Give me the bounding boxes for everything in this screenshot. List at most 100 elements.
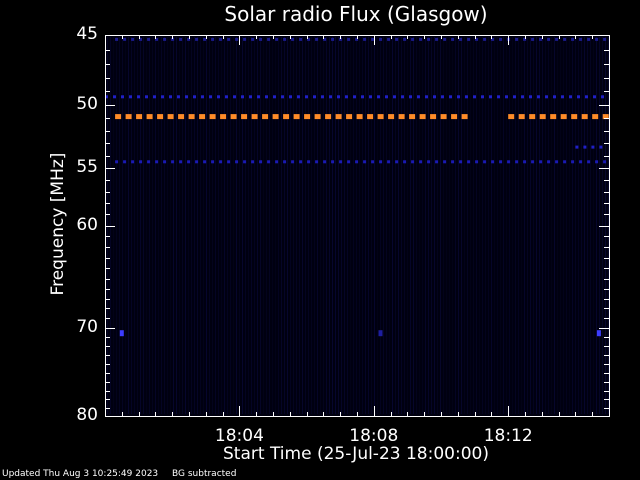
emission-band-segment [347, 37, 351, 41]
emission-band-segment [125, 114, 132, 120]
emission-band-segment [583, 145, 587, 149]
emission-band-segment [529, 95, 532, 99]
emission-band-segment [314, 114, 321, 120]
emission-band-segment [508, 114, 515, 120]
emission-band-segment [591, 145, 595, 149]
emission-band-segment [571, 160, 575, 164]
emission-band-segment [243, 37, 247, 41]
axis-ticks-layer [105, 35, 610, 417]
time-stripe [485, 37, 486, 414]
emission-band-segment [603, 160, 607, 164]
time-stripe [524, 37, 525, 414]
time-stripe [335, 37, 336, 414]
time-stripe [305, 37, 306, 414]
time-stripe [221, 37, 222, 414]
time-stripe [197, 37, 198, 414]
emission-band-segment [523, 160, 527, 164]
time-stripe [605, 37, 606, 414]
emission-band-segment [577, 95, 580, 99]
emission-band-segment [451, 37, 455, 41]
time-stripe [422, 37, 423, 414]
emission-band-segment [121, 95, 124, 99]
emission-band-segment [307, 160, 311, 164]
emission-spot [378, 330, 383, 337]
time-stripe [107, 37, 108, 414]
time-stripe [413, 37, 414, 414]
time-stripe [164, 37, 165, 414]
time-stripe [176, 37, 177, 414]
time-stripe [590, 37, 591, 414]
time-stripe [491, 37, 492, 414]
emission-band-segment [593, 95, 596, 99]
time-stripe [233, 37, 234, 414]
time-stripe [515, 37, 516, 414]
emission-band-segment [393, 95, 396, 99]
emission-band-segment [105, 95, 108, 99]
time-stripe [167, 37, 168, 414]
footer-updated-timestamp: Updated Thu Aug 3 10:25:49 2023 [2, 469, 159, 479]
emission-band-segment [361, 95, 364, 99]
emission-band-segment [547, 160, 551, 164]
time-stripe [116, 37, 117, 414]
emission-spot [119, 330, 124, 337]
emission-band-segment [443, 37, 447, 41]
y-tick-label: 50 [76, 93, 98, 114]
time-stripe [404, 37, 405, 414]
emission-band-segment [601, 95, 604, 99]
emission-band-segment [220, 114, 227, 120]
time-stripe [416, 37, 417, 414]
emission-band-segment [259, 160, 263, 164]
emission-band-segment [251, 160, 255, 164]
emission-band-segment [155, 160, 159, 164]
emission-band-segment [209, 114, 216, 120]
time-stripe [344, 37, 345, 414]
time-stripe [503, 37, 504, 414]
time-stripe [191, 37, 192, 414]
time-stripe [173, 37, 174, 414]
time-stripe [452, 37, 453, 414]
time-stripe [581, 37, 582, 414]
emission-band-segment [550, 114, 557, 120]
time-stripe [260, 37, 261, 414]
time-stripe [479, 37, 480, 414]
time-stripe [110, 37, 111, 414]
time-stripe [392, 37, 393, 414]
emission-band-segment [163, 37, 167, 41]
emission-band-segment [515, 160, 519, 164]
emission-band-segment [291, 160, 295, 164]
emission-band-segment [379, 37, 383, 41]
emission-band-segment [379, 160, 383, 164]
time-stripe [533, 37, 534, 414]
emission-band-segment [355, 37, 359, 41]
emission-band-segment [219, 37, 223, 41]
time-stripe [407, 37, 408, 414]
time-stripe [359, 37, 360, 414]
emission-band-segment [225, 95, 228, 99]
time-stripe [206, 37, 207, 414]
emission-band-segment [145, 95, 148, 99]
emission-band-segment [201, 95, 204, 99]
time-stripe [551, 37, 552, 414]
time-stripe [119, 37, 120, 414]
time-stripe [272, 37, 273, 414]
y-tick-label: 70 [76, 316, 98, 337]
time-stripe [302, 37, 303, 414]
time-stripe [314, 37, 315, 414]
emission-band-segment [435, 160, 439, 164]
emission-band-segment [283, 114, 290, 120]
emission-band-segment [569, 95, 572, 99]
emission-band-segment [363, 37, 367, 41]
emission-band-segment [203, 160, 207, 164]
emission-band-segment [347, 160, 351, 164]
emission-band-segment [385, 95, 388, 99]
emission-band-segment [483, 37, 487, 41]
emission-band-segment [171, 37, 175, 41]
emission-band-segment [227, 160, 231, 164]
emission-band-segment [513, 95, 516, 99]
time-stripe [338, 37, 339, 414]
emission-band-segment [599, 145, 603, 149]
emission-band-segment [217, 95, 220, 99]
emission-spot [596, 330, 601, 337]
emission-band-segment [139, 37, 143, 41]
emission-band-segment [289, 95, 292, 99]
